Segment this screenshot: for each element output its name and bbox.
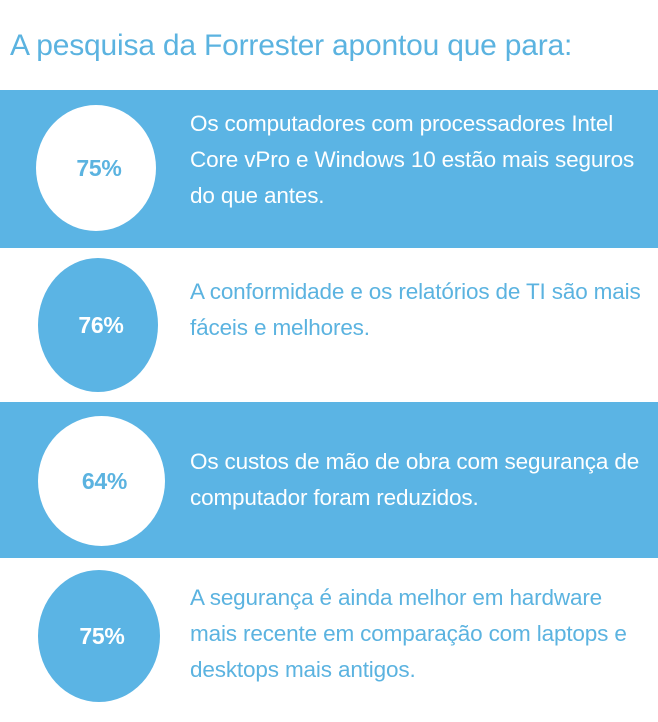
stat-row-2-inner: 76% A conformidade e os relatórios de TI…	[0, 248, 658, 402]
stat-row-3-inner: 64% Os custos de mão de obra com seguran…	[0, 402, 658, 558]
stat-circle-2: 76%	[38, 258, 158, 392]
stat-row-4-inner: 75% A segurança é ainda melhor em hardwa…	[0, 558, 658, 722]
stat-description-3: Os custos de mão de obra com segurança d…	[190, 449, 640, 510]
stat-percent-2: 76%	[78, 311, 124, 338]
stat-percent-3: 64%	[81, 467, 128, 494]
stat-row-4: 75% A segurança é ainda melhor em hardwa…	[0, 558, 658, 722]
stat-circle-1: 75%	[36, 105, 156, 231]
page-title: A pesquisa da Forrester apontou que para…	[10, 28, 573, 62]
stat-percent-1: 75%	[76, 154, 122, 181]
stat-row-2: 76% A conformidade e os relatórios de TI…	[0, 248, 658, 402]
stat-description-4: A segurança é ainda melhor em hardware m…	[190, 585, 627, 682]
stat-row-3: 64% Os custos de mão de obra com seguran…	[0, 402, 658, 558]
stat-percent-4: 75%	[79, 622, 125, 649]
stat-circle-4: 75%	[38, 570, 160, 702]
stat-row-1-inner: 75% Os computadores com processadores In…	[0, 90, 658, 248]
stat-description-1: Os computadores com processadores Intel …	[190, 111, 635, 208]
stat-row-1: 75% Os computadores com processadores In…	[0, 90, 658, 248]
title-area: A pesquisa da Forrester apontou que para…	[0, 0, 658, 90]
stat-circle-3: 64%	[38, 416, 165, 546]
stat-description-2: A conformidade e os relatórios de TI são…	[190, 279, 641, 340]
